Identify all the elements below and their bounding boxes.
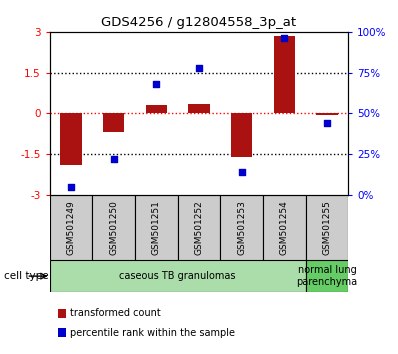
Bar (220, 195, 263, 260)
Point (238, 169, 245, 175)
Text: GSM501255: GSM501255 (322, 200, 332, 255)
Bar (306, 195, 348, 260)
Title: GDS4256 / g12804558_3p_at: GDS4256 / g12804558_3p_at (101, 16, 297, 29)
Point (324, 120, 330, 126)
Text: GSM501254: GSM501254 (280, 200, 289, 255)
Bar (60, 113, 82, 165)
Text: GSM501252: GSM501252 (195, 200, 203, 255)
Text: percentile rank within the sample: percentile rank within the sample (70, 328, 236, 338)
Bar (274, 36, 295, 113)
Bar (316, 113, 338, 115)
Text: GSM501249: GSM501249 (66, 200, 76, 255)
Point (111, 156, 117, 162)
Text: normal lung
parenchyma: normal lung parenchyma (297, 265, 357, 287)
Point (153, 81, 160, 87)
Point (196, 65, 202, 70)
Bar (92, 195, 135, 260)
Text: GSM501251: GSM501251 (152, 200, 161, 255)
Point (68, 184, 74, 189)
Bar (306, 260, 348, 292)
Text: caseous TB granulomas: caseous TB granulomas (119, 271, 236, 281)
Text: cell type: cell type (4, 271, 49, 281)
Text: GSM501253: GSM501253 (237, 200, 246, 255)
Text: transformed count: transformed count (70, 308, 161, 318)
Bar (146, 105, 167, 113)
Bar (231, 113, 252, 157)
Bar (103, 113, 124, 132)
Point (281, 35, 287, 41)
Text: GSM501250: GSM501250 (109, 200, 118, 255)
Bar (178, 195, 220, 260)
Bar (50, 260, 306, 292)
Bar (50, 195, 92, 260)
Bar (263, 195, 306, 260)
Bar (188, 104, 210, 113)
Bar (135, 195, 178, 260)
